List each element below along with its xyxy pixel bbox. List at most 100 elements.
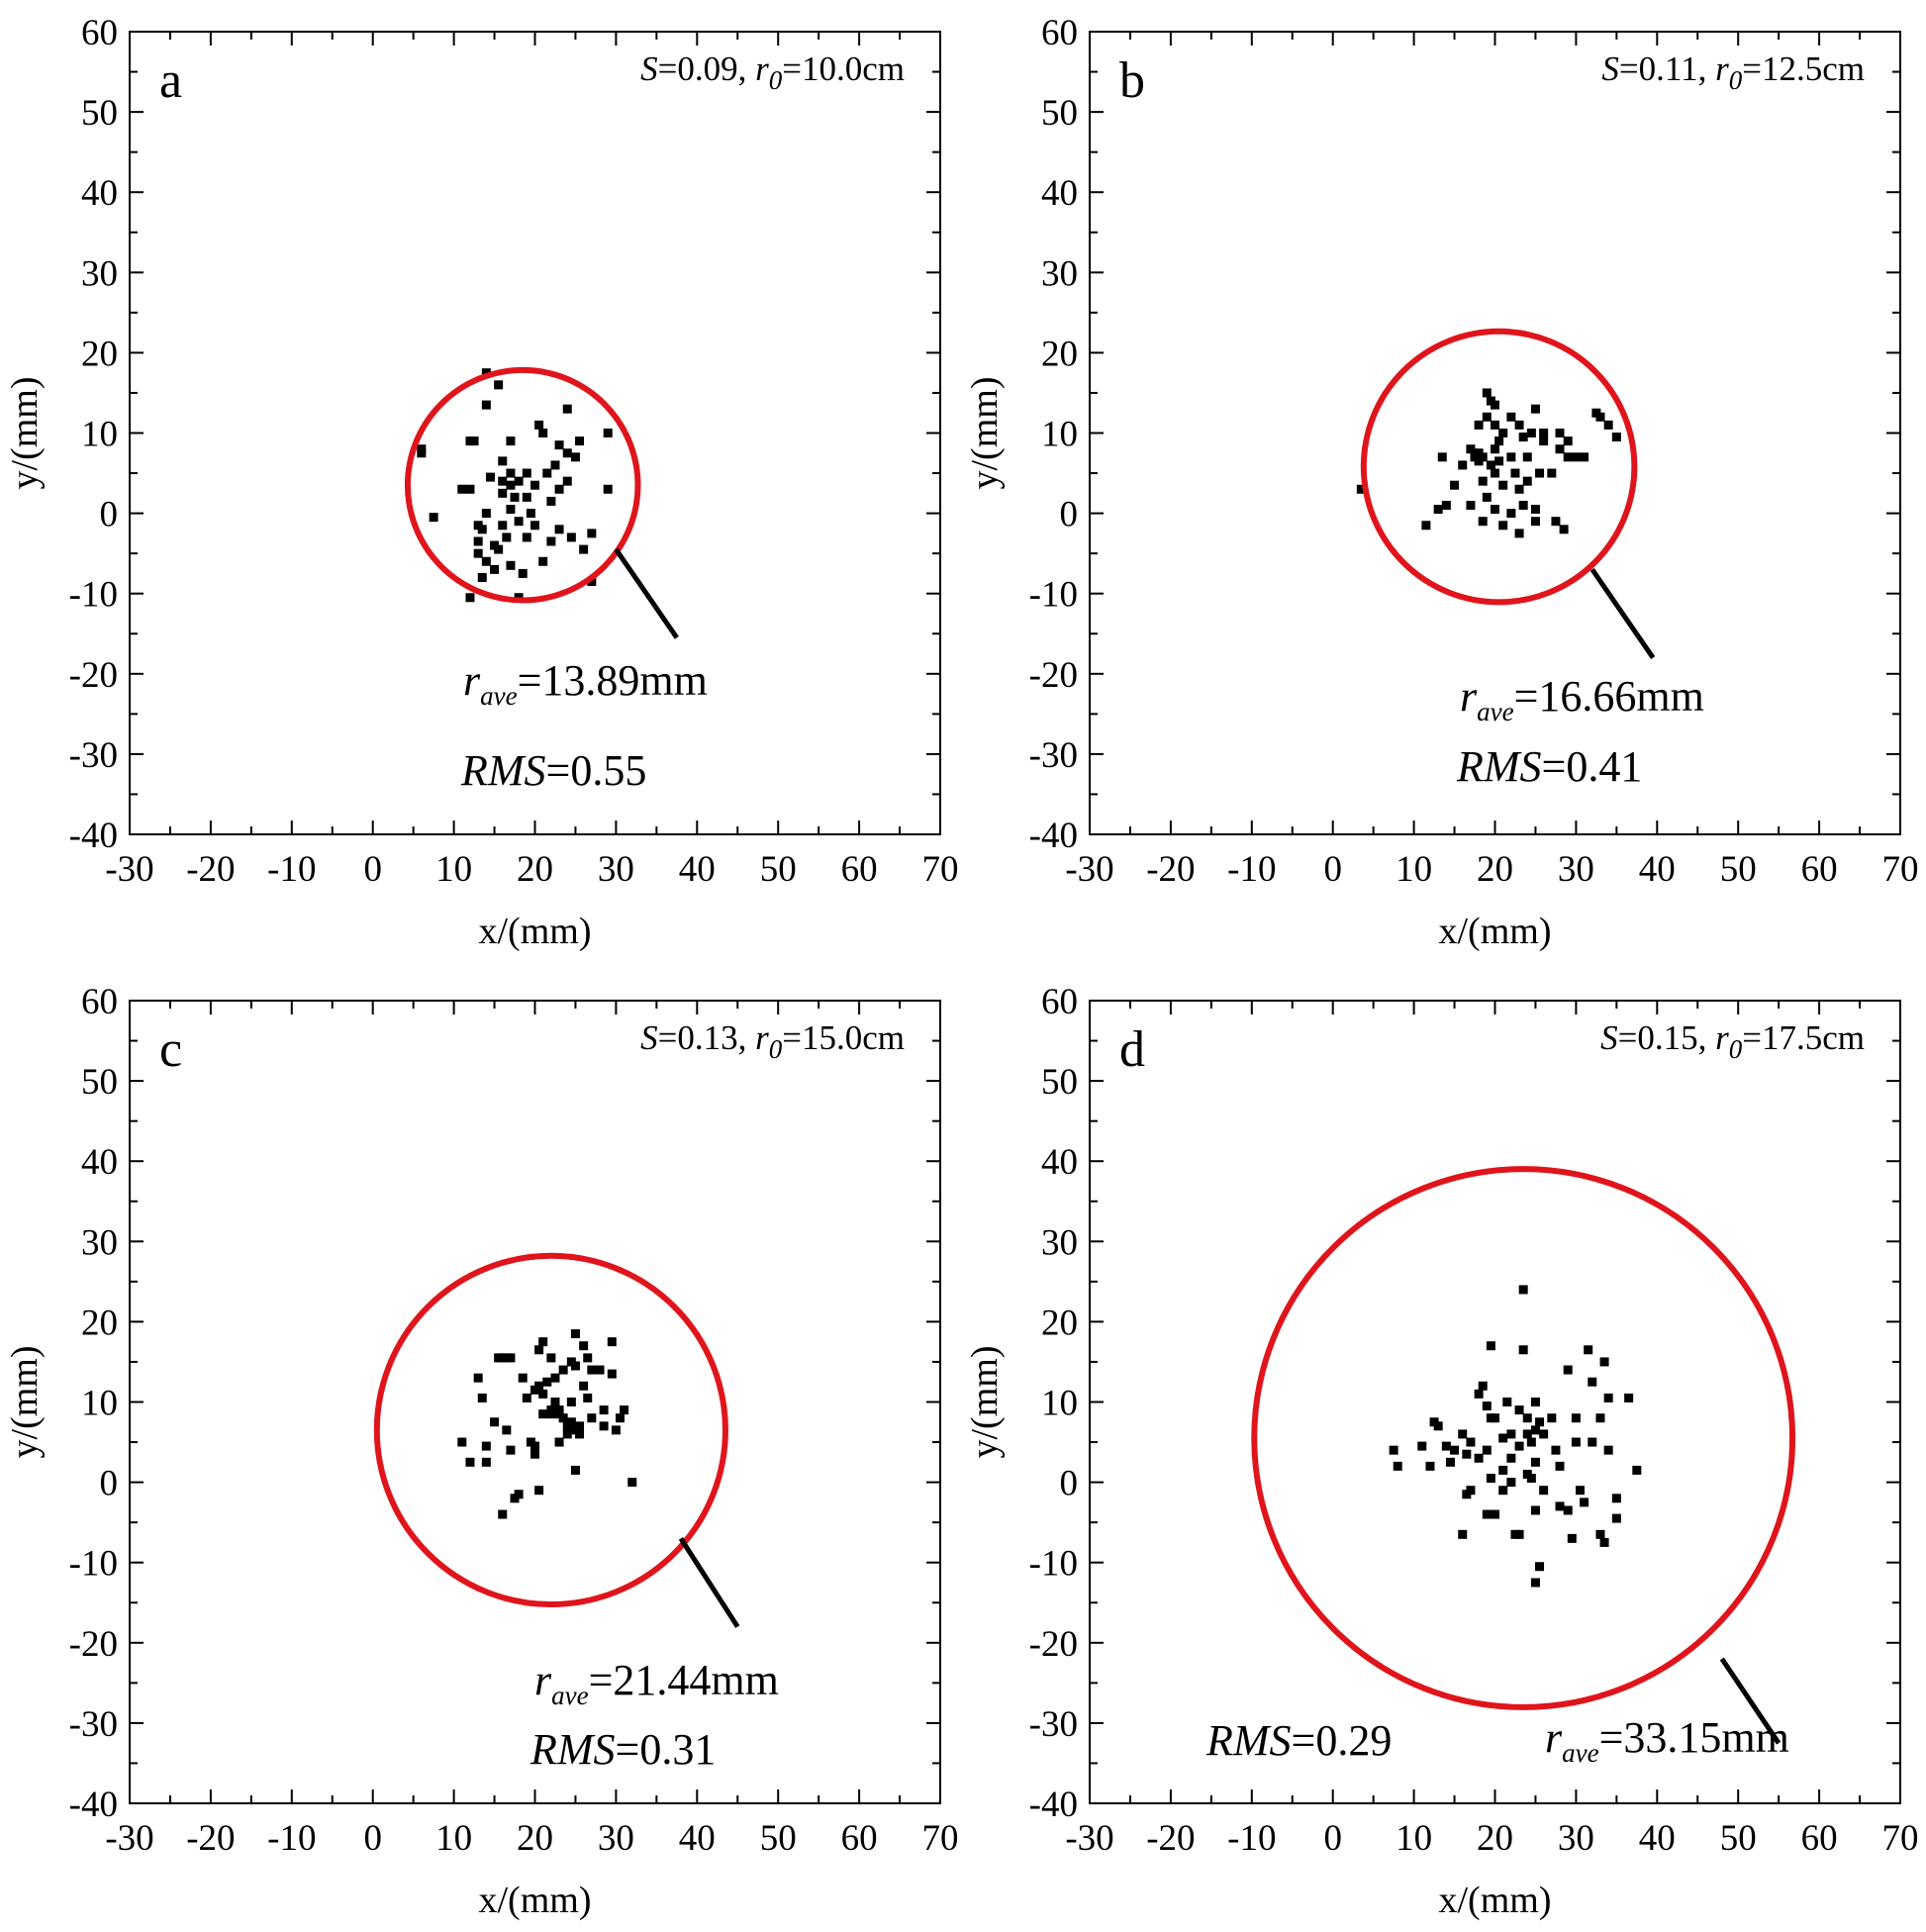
y-tick-label: 50 [81,1062,118,1103]
x-tick-label: 40 [679,1818,716,1859]
scatter-point [1450,480,1460,490]
scatter-point [579,544,589,554]
x-tick-label: -30 [105,849,153,890]
scatter-point [538,1409,548,1419]
scatter-point [607,1337,617,1347]
scatter-point [1535,468,1545,478]
scatter-point [1603,420,1613,430]
scatter-point [1518,500,1528,510]
scatter-point [522,532,531,542]
y-tick-label: -30 [69,1704,118,1745]
scatter-point [1462,1449,1472,1459]
scatter-point [481,509,491,519]
scatter-point [1498,521,1508,531]
scatter-point [538,429,548,437]
scatter-point [1491,444,1499,454]
scatter-point [473,536,483,546]
scatter-point [514,476,524,486]
scatter-point [1514,484,1524,494]
scatter-point [1599,1537,1609,1547]
param-label: S=0.13, r0=15.0cm [640,1018,905,1064]
scatter-point [1502,1398,1512,1406]
scatter-point [469,436,479,446]
y-tick-label: 50 [1041,93,1078,134]
x-tick-label: 40 [1639,849,1676,890]
scatter-point [1522,1413,1532,1423]
x-tick-label: 20 [1477,849,1513,890]
scatter-point [542,468,552,478]
scatter-point [1514,420,1524,430]
scatter-point [1458,460,1468,470]
scatter-point [1491,1413,1499,1423]
scatter-point [615,1413,625,1423]
pointer-line [678,1537,740,1628]
x-tick-label: -30 [1065,849,1113,890]
scatter-point [498,488,508,498]
scatter-point [490,1417,500,1427]
scatter-point [465,484,475,494]
scatter-point [506,1353,516,1363]
x-tick-label: 60 [841,849,878,890]
scatter-point [575,436,585,446]
scatter-point [1494,456,1504,466]
scatter-point [1482,492,1492,502]
x-axis-title: x/(mm) [479,911,592,952]
y-tick-label: -40 [69,816,118,856]
pointer-line [1589,567,1656,659]
x-tick-label: 70 [922,1818,959,1859]
scatter-point [1506,1453,1516,1463]
y-tick-label: 20 [81,334,118,374]
plot-frame [1089,1000,1901,1804]
scatter-point [1599,1357,1609,1367]
x-tick-label: -10 [267,1818,316,1859]
scatter-point [1486,1474,1495,1484]
x-tick-label: 10 [435,1818,472,1859]
scatter-point [1474,1453,1484,1463]
scatter-point [1482,388,1492,398]
scatter-point [587,529,597,538]
y-axis-title: y/(mm) [4,1346,46,1459]
scatter-point [546,1409,556,1419]
scatter-point [1491,1509,1499,1519]
scatter-point [429,513,438,523]
scatter-point [575,1421,585,1431]
y-tick-label: 0 [1060,1464,1079,1504]
average-radius-circle [373,1252,728,1607]
scatter-point [1478,517,1488,527]
scatter-point [1555,444,1565,454]
y-tick-label: 20 [1041,334,1078,374]
scatter-point [506,560,516,570]
scatter-point [607,1369,617,1379]
y-tick-label: 10 [1041,415,1078,455]
scatter-point [1535,1417,1545,1427]
scatter-point [1518,433,1528,442]
scatter-point [1498,1486,1508,1496]
scatter-point [1559,525,1569,534]
scatter-point [1624,1393,1634,1402]
y-tick-label: 10 [81,415,118,455]
scatter-point [502,532,512,542]
scatter-point [1530,404,1540,414]
panel-letter: a [159,52,182,109]
x-tick-label: 20 [517,1818,553,1859]
y-tick-label: -40 [1029,1785,1078,1825]
scatter-point [1555,1501,1565,1511]
scatter-point [1514,529,1524,538]
scatter-point [1611,433,1621,442]
scatter-point [554,484,564,494]
x-tick-label: 70 [1882,849,1919,890]
x-tick-label: -30 [1065,1818,1113,1859]
y-tick-label: 40 [1041,1142,1078,1183]
scatter-point [526,509,535,519]
x-tick-label: -20 [1146,1818,1195,1859]
scatter-points [417,368,613,603]
y-tick-label: -20 [1029,1624,1078,1665]
x-tick-label: 60 [841,1818,878,1859]
y-axis-title: y/(mm) [964,1346,1006,1459]
scatter-point [1530,1578,1540,1588]
scatter-point [1421,521,1431,531]
y-tick-label: 0 [1060,495,1079,535]
x-tick-label: 30 [598,1818,634,1859]
x-tick-label: 30 [1558,849,1594,890]
scatter-point [542,1377,552,1387]
